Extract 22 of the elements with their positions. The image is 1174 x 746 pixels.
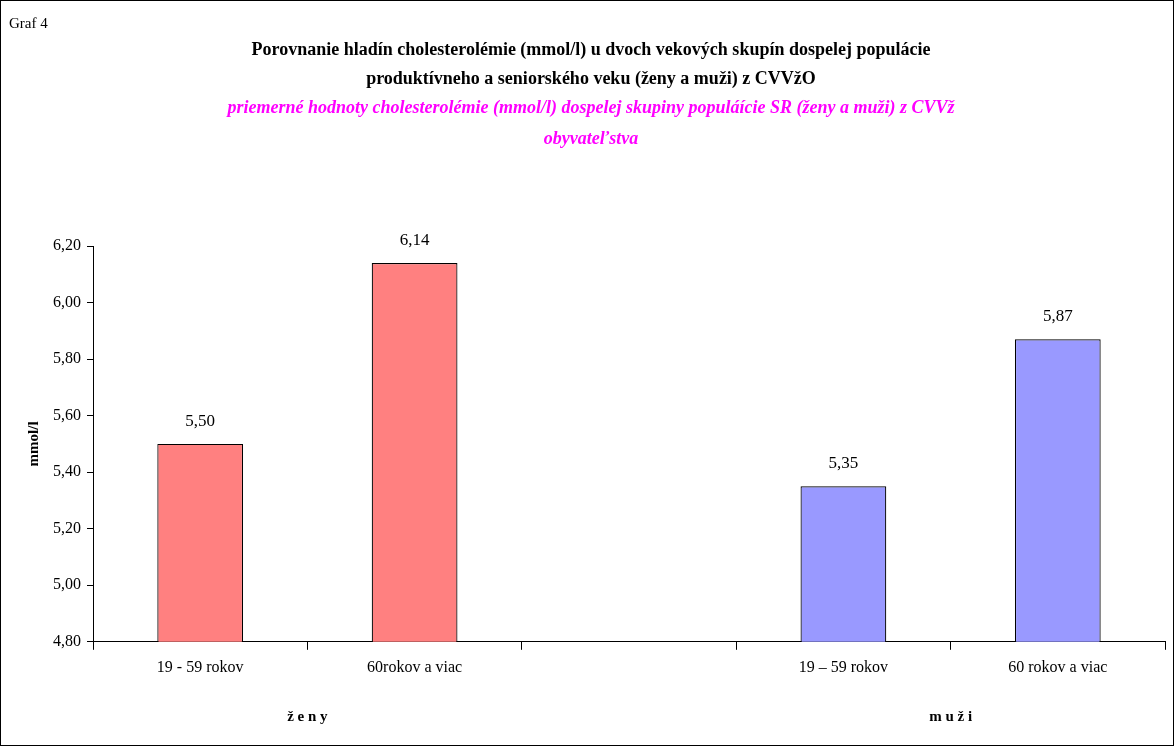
y-tick-label: 4,80 xyxy=(53,632,81,649)
y-axis-title: mmol/l xyxy=(24,421,41,467)
data-label: 5,35 xyxy=(828,453,859,473)
text: Graf 4 xyxy=(9,15,48,32)
y-tick-label: 5,00 xyxy=(53,575,81,593)
data-label: 5,50 xyxy=(185,410,216,430)
x-tick-label: 19 - 59 rokov xyxy=(156,657,244,675)
y-tick-label: 6,00 xyxy=(53,292,81,310)
data-label: 6,14 xyxy=(399,229,430,249)
y-tick-label: 5,20 xyxy=(53,518,81,536)
y-tick-label: 5,80 xyxy=(53,349,81,367)
x-tick-label: 19 – 59 rokov xyxy=(798,657,889,675)
x-tick-label: 60rokov a viac xyxy=(367,657,463,675)
data-label: 5,87 xyxy=(1042,306,1074,326)
chart-subtitle: priemerné hodnoty cholesterolémie (mmol/l) dospelej skupiny populáície SR (ženy a muži) z CVVž obyvateľstva xyxy=(225,96,956,150)
x-tick-label: 60 rokov a viac xyxy=(1008,657,1108,675)
chart-title: Porovnanie hladín cholesterolémie (mmol/l) u dvoch vekových skupín dospelej populácie produktívneho a seniorského veku (ženy a muži) z CVVžO xyxy=(250,38,932,90)
text: ž e n y xyxy=(287,707,329,724)
y-tick-label: 6,20 xyxy=(53,236,81,254)
y-tick-label: 5,40 xyxy=(53,462,81,480)
text: m u ž i xyxy=(929,707,973,724)
y-tick-label: 5,60 xyxy=(53,405,81,423)
